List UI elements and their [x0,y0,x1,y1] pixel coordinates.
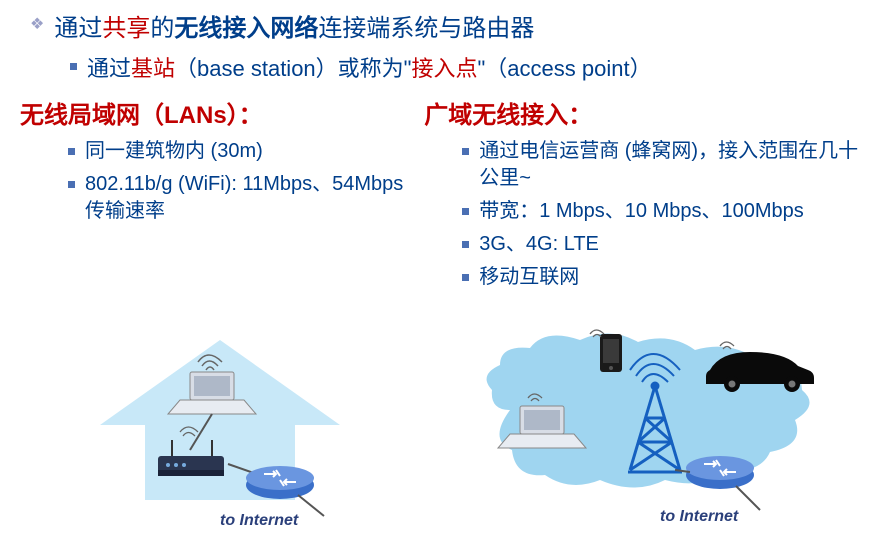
t-pre: 通过 [54,15,102,42]
list-item: 802.11b/g (WiFi): 11Mbps、54Mbps传输速率 [68,171,414,225]
square-bullet-icon [462,148,469,155]
intro-block: ❖ 通过共享的无线接入网络连接端系统与路由器 通过基站（base station… [0,0,887,83]
list-item: 带宽：1 Mbps、10 Mbps、100Mbps [462,198,877,225]
link-line [736,486,760,510]
diamond-bullet-icon: ❖ [30,14,44,34]
list-item: 3G、4G: LTE [462,231,877,258]
t-bold1: 无线接入网络 [174,15,318,42]
list-item: 通过电信运营商 (蜂窝网)，接入范围在几十公里~ [462,138,877,192]
square-bullet-icon [462,208,469,215]
router-icon [246,466,314,499]
square-bullet-icon [462,241,469,248]
square-bullet-icon [462,274,469,281]
s-p1: （base station）或称为" [175,56,411,81]
s-p2: "（access point） [478,56,652,81]
lan-svg [80,330,360,530]
s-red2: 接入点 [411,56,477,81]
lan-caption: to Internet [220,512,298,530]
router-icon [686,456,754,489]
wan-item-0: 通过电信运营商 (蜂窝网)，接入范围在几十公里~ [479,138,877,192]
t-tail: 连接端系统与路由器 [318,15,534,42]
main-bullet: ❖ 通过共享的无线接入网络连接端系统与路由器 [30,8,867,43]
square-bullet-icon [70,63,77,70]
wan-caption: to Internet [660,508,738,526]
lan-item-1: 802.11b/g (WiFi): 11Mbps、54Mbps传输速率 [85,171,414,225]
wan-title: 广域无线接入： [424,95,877,130]
wan-list: 通过电信运营商 (蜂窝网)，接入范围在几十公里~ 带宽：1 Mbps、10 Mb… [414,138,877,291]
link-line [298,495,324,516]
wan-svg [470,320,830,530]
lan-title: 无线局域网（LANs）： [20,95,414,130]
lan-item-0: 同一建筑物内 (30m) [85,138,263,165]
diagrams-area: to Internet [0,330,887,554]
wan-item-2: 3G、4G: LTE [479,231,599,258]
list-item: 同一建筑物内 (30m) [68,138,414,165]
sub-bullet: 通过基站（base station）或称为"接入点"（access point） [70,51,867,83]
s-red1: 基站 [131,56,175,81]
main-bullet-text: 通过共享的无线接入网络连接端系统与路由器 [54,8,534,43]
square-bullet-icon [68,148,75,155]
wan-item-1: 带宽：1 Mbps、10 Mbps、100Mbps [479,198,804,225]
list-item: 移动互联网 [462,264,877,291]
s-pre: 通过 [87,56,131,81]
t-red1: 共享 [102,15,150,42]
square-bullet-icon [68,181,75,188]
t-mid1: 的 [150,15,174,42]
wan-diagram: to Internet [470,320,810,520]
wan-column: 广域无线接入： 通过电信运营商 (蜂窝网)，接入范围在几十公里~ 带宽：1 Mb… [414,91,877,297]
lan-list: 同一建筑物内 (30m) 802.11b/g (WiFi): 11Mbps、54… [20,138,414,225]
lan-diagram: to Internet [80,330,360,530]
lan-column: 无线局域网（LANs）： 同一建筑物内 (30m) 802.11b/g (WiF… [20,91,414,297]
sub-bullet-text: 通过基站（base station）或称为"接入点"（access point） [87,51,652,83]
wan-item-3: 移动互联网 [479,264,579,291]
columns: 无线局域网（LANs）： 同一建筑物内 (30m) 802.11b/g (WiF… [0,85,887,297]
